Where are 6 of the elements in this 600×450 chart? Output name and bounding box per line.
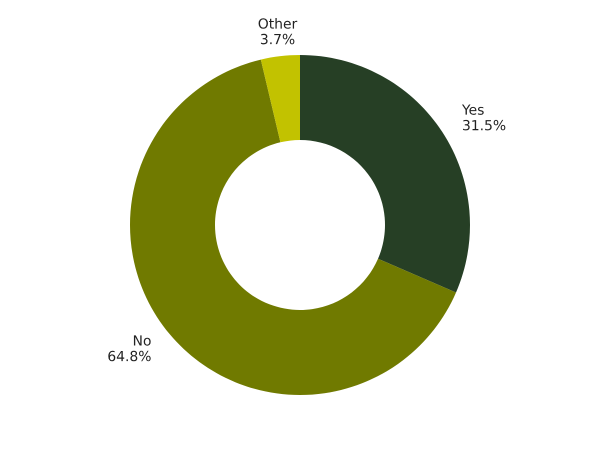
data-label: 31.5% — [463, 120, 506, 130]
slice-label: No — [134, 335, 151, 346]
data-label: 64.8% — [108, 350, 151, 362]
slice-label: Other — [258, 18, 298, 29]
data-label: 3.7% — [260, 34, 294, 44]
slice-label: Yes — [462, 104, 484, 115]
